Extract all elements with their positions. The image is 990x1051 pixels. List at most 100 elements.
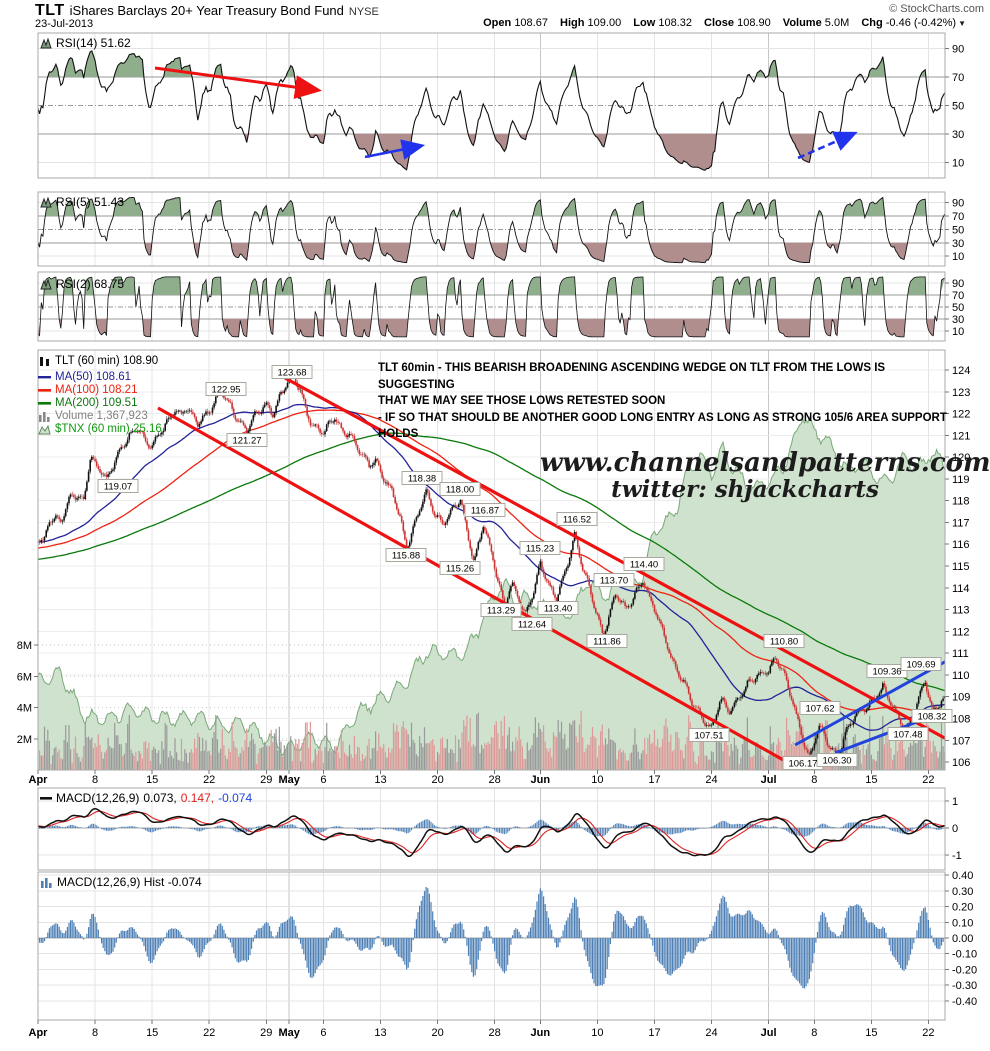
red-trendline (284, 376, 945, 741)
axis-label: 122.95 (211, 385, 240, 396)
axis-label: 24 (705, 774, 717, 786)
price-label-box (439, 561, 481, 575)
axis-label: -0.10 (952, 949, 977, 961)
axis-label: -1 (952, 850, 962, 862)
axis-label: 22 (203, 774, 215, 786)
axis-label: 15 (865, 774, 877, 786)
macd-signal-value: 0.147, (180, 791, 215, 805)
legend-row-volume: Volume 1,367,923 (38, 410, 148, 422)
rsi5-panel (38, 196, 945, 264)
axis-label: 122 (952, 409, 970, 421)
watermark-url: www.channelsandpatterns.com (540, 448, 990, 478)
line-swatch-icon (38, 388, 51, 392)
axis-label: 22 (203, 1027, 215, 1039)
price-label-box (97, 479, 139, 493)
axis-label: 90 (952, 198, 964, 210)
axis-label: 124 (952, 365, 970, 377)
axis-label: 116.52 (563, 515, 591, 526)
rsi2-label: RSI(2) 68.75 (40, 277, 124, 291)
axis-label: -0.40 (952, 996, 977, 1008)
axis-label: 17 (648, 774, 660, 786)
price-title-text: TLT (60 min) 108.90 (55, 355, 159, 367)
axis-label: 113.29 (487, 606, 515, 617)
price-panel (38, 371, 945, 770)
axis-label: 0 (952, 823, 958, 835)
price-label-box (593, 573, 635, 587)
axes (34, 32, 949, 1024)
chart-date: 23-Jul-2013 (35, 18, 94, 30)
axis-label: 0.00 (952, 933, 973, 945)
annotation-arrow (797, 131, 858, 160)
fund-name: iShares Barclays 20+ Year Treasury Bond … (69, 3, 344, 18)
axis-label: 1 (952, 796, 958, 808)
axis-label: 118.00 (446, 485, 474, 496)
axis-label: 121.27 (232, 436, 261, 447)
price-title: TLT (60 min) 108.90 (38, 355, 158, 367)
price-label-box (887, 727, 929, 741)
macd-hist-value: -0.074 (218, 791, 253, 805)
annotation-line: TLT 60min - THIS BEARISH BROADENING ASCE… (378, 362, 886, 391)
macd-value: 0.073, (143, 791, 177, 805)
axis-label: 119.07 (104, 482, 132, 493)
line-swatch-icon (38, 375, 51, 379)
axis-label: 106.30 (822, 756, 851, 767)
change-down-arrow-icon: ▼ (958, 19, 966, 28)
axis-label: 13 (374, 1027, 386, 1039)
axis-label: 110 (952, 670, 970, 682)
axis-label: 15 (146, 774, 158, 786)
axis-label: 10 (591, 774, 603, 786)
axis-label: 0.20 (952, 902, 973, 914)
axis-label: Apr (29, 1027, 49, 1039)
axis-label: May (278, 1027, 300, 1039)
price-label-box (271, 365, 313, 379)
axis-label: 114 (952, 583, 970, 595)
quote-volume: Volume 5.0M (782, 17, 850, 29)
axis-label: 123.68 (277, 368, 306, 379)
axis-label: 120 (952, 452, 970, 464)
legend-tnx: $TNX (60 min) 25.16 (55, 423, 162, 435)
quote-high: High 109.00 (560, 17, 622, 29)
candles-down (38, 373, 938, 756)
price-label-box (556, 512, 598, 526)
axis-label: 30 (952, 129, 964, 141)
macd-hist-panel (38, 887, 945, 989)
axis-label: Jun (531, 774, 551, 786)
histogram-icon (40, 877, 53, 888)
price-labels (97, 365, 953, 770)
copyright: © StockCharts.com (889, 3, 984, 15)
price-label-box (816, 753, 858, 767)
macd-panel (38, 807, 945, 857)
annotation-line: THAT WE MAY SEE THOSE LOWS RETESTED SOON (378, 395, 666, 407)
axis-label: 8 (92, 1027, 98, 1039)
axis-label: 106 (952, 757, 970, 769)
axis-label: 118 (952, 496, 970, 508)
axis-label: 107.62 (805, 704, 834, 715)
axis-label: 115.23 (526, 544, 554, 555)
axis-label: 10 (591, 1027, 603, 1039)
axis-label: 109 (952, 692, 970, 704)
axis-label: 10 (952, 251, 964, 263)
axis-label: 0.30 (952, 886, 973, 898)
price-label-box (586, 634, 628, 648)
axis-label: 15 (146, 1027, 158, 1039)
axis-label: 107 (952, 735, 970, 747)
rsi14-line (38, 50, 945, 171)
axis-label: -0.20 (952, 964, 977, 976)
legend-ma50: MA(50) 108.61 (55, 371, 132, 383)
red-trendline (157, 406, 805, 770)
price-label-box (439, 482, 481, 496)
volume-bars-up (40, 712, 945, 770)
macd-histogram (38, 819, 945, 837)
axis-label: 111 (952, 648, 969, 660)
chart-header: TLT iShares Barclays 20+ Year Treasury Bo… (35, 2, 379, 20)
indicator-area-icon (40, 277, 52, 290)
axis-label: 20 (431, 774, 443, 786)
axis-label: Jul (761, 774, 777, 786)
axis-label: 6M (17, 671, 32, 683)
axis-label: 109.36 (872, 667, 901, 678)
axis-label: 70 (952, 211, 964, 223)
rsi5-label: RSI(5) 51.43 (40, 195, 124, 209)
axis-label: 0.10 (952, 917, 973, 929)
axis-label: 123 (952, 387, 970, 399)
quote-change: Chg -0.46 (-0.42%) ▼ (861, 17, 966, 29)
